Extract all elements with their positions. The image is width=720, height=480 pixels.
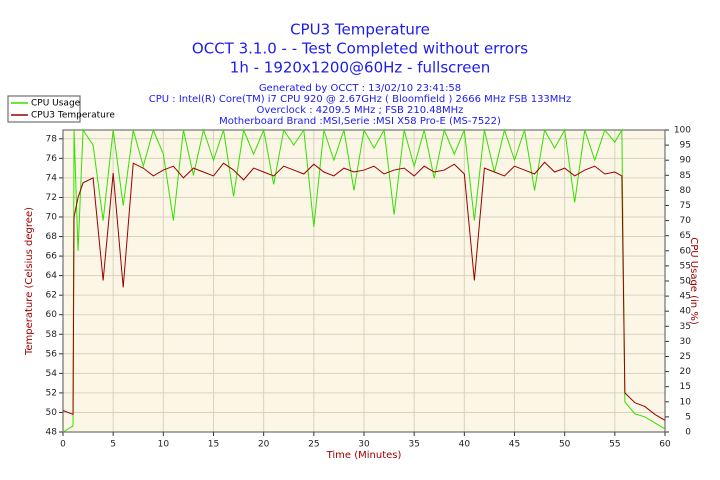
legend-label: CPU3 Temperature bbox=[31, 111, 115, 121]
subtitle-line: Motherboard Brand :MSI,Serie :MSI X58 Pr… bbox=[219, 116, 501, 127]
y2-tick-label: 95 bbox=[680, 141, 691, 151]
y2-tick-label: 65 bbox=[680, 231, 691, 241]
y2-tick-label: 45 bbox=[680, 292, 691, 302]
y-tick-label: 72 bbox=[46, 193, 57, 203]
x-axis-label: Time (Minutes) bbox=[326, 450, 402, 461]
y-tick-label: 50 bbox=[46, 408, 58, 418]
x-tick-label: 25 bbox=[308, 440, 319, 450]
y2-tick-label: 35 bbox=[680, 322, 691, 332]
y2-tick-label: 0 bbox=[685, 428, 691, 438]
x-tick-label: 10 bbox=[158, 440, 170, 450]
x-tick-label: 20 bbox=[258, 440, 270, 450]
y2-tick-label: 10 bbox=[680, 397, 692, 407]
x-tick-label: 45 bbox=[509, 440, 520, 450]
y2-tick-label: 50 bbox=[680, 277, 692, 287]
title-line: OCCT 3.1.0 - - Test Completed without er… bbox=[192, 40, 528, 58]
y-axis-label: Temperature (Celsius degree) bbox=[24, 207, 35, 356]
y-tick-label: 66 bbox=[46, 252, 58, 262]
y-tick-label: 76 bbox=[46, 154, 58, 164]
y-tick-label: 62 bbox=[46, 291, 57, 301]
y2-tick-label: 85 bbox=[680, 171, 691, 181]
y-tick-label: 48 bbox=[46, 428, 58, 438]
chart-title: CPU3 Temperature bbox=[290, 21, 430, 39]
title-line: 1h - 1920x1200@60Hz - fullscreen bbox=[230, 59, 490, 77]
y2-tick-label: 70 bbox=[680, 216, 692, 226]
y2-tick-label: 5 bbox=[685, 412, 691, 422]
y2-axis-label: CPU Usage (in %) bbox=[688, 237, 699, 325]
y2-tick-label: 60 bbox=[680, 246, 692, 256]
x-tick-label: 35 bbox=[408, 440, 419, 450]
y-tick-label: 56 bbox=[46, 349, 58, 359]
y-tick-label: 54 bbox=[46, 369, 58, 379]
y2-tick-label: 75 bbox=[680, 201, 691, 211]
subtitle-line: Overclock : 4209.5 MHz ; FSB 210.48MHz bbox=[257, 105, 464, 116]
series-line bbox=[62, 128, 666, 433]
x-tick-label: 0 bbox=[60, 440, 66, 450]
series-line bbox=[62, 161, 666, 421]
y2-tick-label: 20 bbox=[680, 367, 692, 377]
y2-tick-label: 30 bbox=[680, 337, 692, 347]
y2-tick-label: 15 bbox=[680, 382, 691, 392]
y-tick-label: 68 bbox=[46, 232, 58, 242]
y-tick-label: 60 bbox=[46, 310, 58, 320]
x-tick-label: 50 bbox=[559, 440, 571, 450]
y-tick-label: 58 bbox=[46, 330, 58, 340]
x-tick-label: 40 bbox=[459, 440, 471, 450]
x-tick-label: 5 bbox=[110, 440, 116, 450]
x-tick-label: 15 bbox=[208, 440, 219, 450]
subtitle-line: CPU : Intel(R) Core(TM) i7 CPU 920 @ 2.6… bbox=[149, 94, 571, 105]
x-tick-label: 60 bbox=[659, 440, 671, 450]
y2-tick-label: 90 bbox=[680, 156, 692, 166]
subtitle-line: Generated by OCCT : 13/02/10 23:41:58 bbox=[259, 83, 461, 94]
y-tick-label: 64 bbox=[46, 271, 58, 281]
legend-box bbox=[7, 95, 81, 123]
y-tick-label: 74 bbox=[46, 173, 58, 183]
x-tick-label: 55 bbox=[609, 440, 620, 450]
y2-tick-label: 55 bbox=[680, 261, 691, 271]
y2-tick-label: 100 bbox=[674, 126, 691, 136]
y-tick-label: 70 bbox=[46, 212, 58, 222]
y2-tick-label: 40 bbox=[680, 307, 692, 317]
y2-tick-label: 80 bbox=[680, 186, 692, 196]
y-tick-label: 52 bbox=[46, 388, 57, 398]
y-tick-label: 78 bbox=[46, 134, 58, 144]
y2-tick-label: 25 bbox=[680, 352, 691, 362]
legend-label: CPU Usage bbox=[31, 99, 81, 109]
x-tick-label: 30 bbox=[358, 440, 370, 450]
